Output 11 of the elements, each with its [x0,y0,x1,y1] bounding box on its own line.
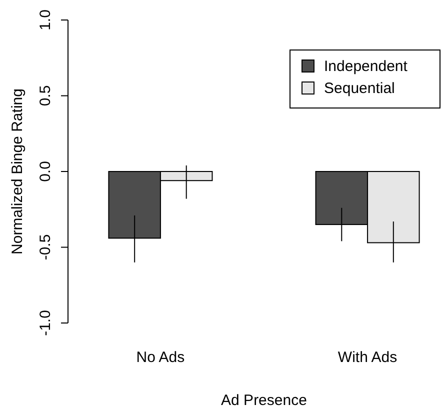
x-tick-label: No Ads [136,349,185,366]
y-tick-label: -1.0 [37,310,54,336]
x-axis-title: Ad Presence [221,392,307,409]
x-tick-label: With Ads [338,349,398,366]
y-tick-label: 0.5 [37,85,54,106]
y-tick-label: 1.0 [37,10,54,30]
legend-label: Sequential [324,80,395,97]
y-axis-title: Normalized Binge Rating [9,88,26,254]
y-tick-label: -0.5 [37,234,54,260]
legend-label: Independent [324,58,408,75]
y-tick-label: 0.0 [37,161,54,182]
